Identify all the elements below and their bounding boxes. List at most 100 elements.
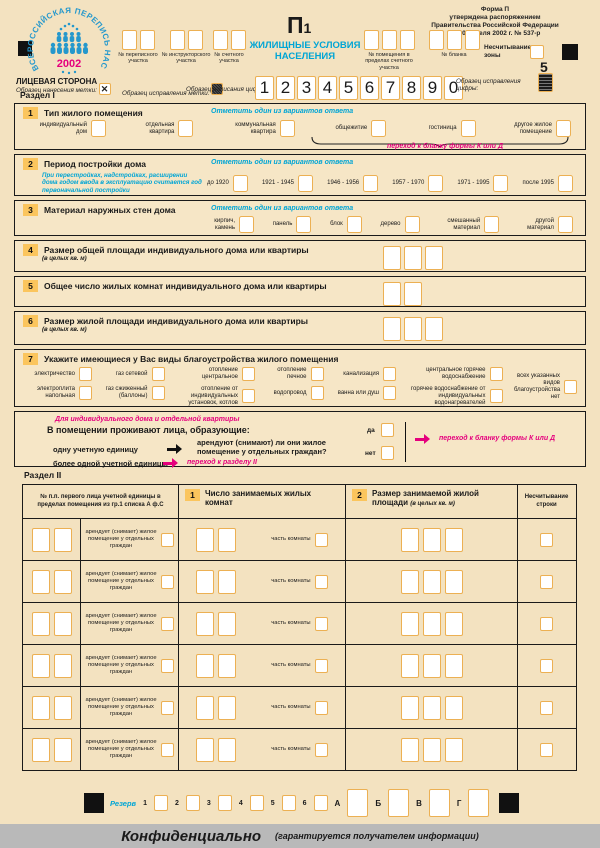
digit-box[interactable] bbox=[218, 653, 237, 678]
digit-box[interactable] bbox=[422, 653, 441, 678]
no-read-row-box[interactable] bbox=[540, 616, 553, 631]
checkbox[interactable] bbox=[232, 175, 248, 192]
checkbox[interactable] bbox=[161, 616, 174, 631]
checkbox[interactable] bbox=[493, 175, 509, 192]
digit-box[interactable] bbox=[400, 695, 419, 720]
no-read-zone-box[interactable] bbox=[530, 45, 544, 59]
digit-box[interactable] bbox=[53, 737, 72, 762]
reserve-box[interactable] bbox=[154, 795, 168, 811]
checkbox[interactable] bbox=[314, 574, 328, 589]
digit-box[interactable] bbox=[383, 282, 401, 306]
checkbox[interactable] bbox=[161, 742, 174, 757]
checkbox[interactable] bbox=[310, 386, 324, 400]
digit-box[interactable] bbox=[218, 527, 237, 552]
digit-box[interactable] bbox=[169, 30, 185, 50]
no-read-row-box[interactable] bbox=[540, 574, 553, 589]
digit-box[interactable] bbox=[196, 653, 215, 678]
checkbox[interactable] bbox=[161, 700, 174, 715]
checkbox[interactable] bbox=[161, 532, 174, 547]
checkbox[interactable] bbox=[489, 367, 503, 381]
digit-box[interactable] bbox=[464, 30, 480, 50]
no-read-row-box[interactable] bbox=[540, 742, 553, 757]
checkbox[interactable] bbox=[310, 367, 324, 381]
digit-box[interactable] bbox=[444, 569, 463, 594]
checkbox[interactable] bbox=[557, 175, 573, 192]
reserve-box[interactable] bbox=[185, 795, 200, 811]
digit-box[interactable] bbox=[444, 737, 463, 762]
checkbox[interactable] bbox=[363, 175, 379, 192]
checkbox[interactable] bbox=[178, 120, 194, 137]
digit-box[interactable] bbox=[422, 695, 441, 720]
checkbox[interactable] bbox=[239, 216, 254, 233]
checkbox[interactable] bbox=[383, 367, 396, 381]
no-read-row-box[interactable] bbox=[540, 532, 553, 547]
digit-box[interactable] bbox=[196, 737, 215, 762]
digit-box[interactable] bbox=[444, 695, 463, 720]
checkbox[interactable] bbox=[296, 216, 312, 233]
checkbox[interactable] bbox=[484, 216, 500, 233]
checkbox[interactable] bbox=[314, 532, 328, 547]
digit-box[interactable] bbox=[425, 246, 443, 270]
digit-box[interactable] bbox=[422, 527, 441, 552]
digit-box[interactable] bbox=[139, 30, 155, 50]
checkbox[interactable] bbox=[161, 574, 174, 589]
checkbox[interactable] bbox=[242, 367, 255, 381]
digit-box[interactable] bbox=[444, 527, 463, 552]
checkbox[interactable] bbox=[79, 386, 92, 400]
reserve-box[interactable] bbox=[468, 789, 490, 817]
checkbox[interactable] bbox=[242, 389, 255, 404]
digit-box[interactable] bbox=[53, 569, 72, 594]
digit-box[interactable] bbox=[383, 317, 401, 341]
digit-box[interactable] bbox=[399, 30, 415, 50]
digit-box[interactable] bbox=[31, 569, 50, 594]
reserve-box[interactable] bbox=[217, 795, 232, 811]
digit-box[interactable] bbox=[425, 317, 443, 341]
digit-box[interactable] bbox=[400, 527, 419, 552]
reserve-box[interactable] bbox=[347, 789, 369, 817]
checkbox[interactable] bbox=[557, 216, 573, 233]
checkbox[interactable] bbox=[346, 216, 362, 233]
reserve-box[interactable] bbox=[313, 795, 328, 811]
digit-box[interactable] bbox=[404, 246, 422, 270]
digit-box[interactable] bbox=[53, 611, 72, 636]
checkbox[interactable] bbox=[161, 658, 174, 673]
digit-box[interactable] bbox=[31, 695, 50, 720]
digit-box[interactable] bbox=[121, 30, 137, 50]
digit-box[interactable] bbox=[218, 569, 237, 594]
checkbox[interactable] bbox=[91, 120, 106, 137]
digit-box[interactable] bbox=[404, 317, 422, 341]
digit-box[interactable] bbox=[230, 30, 246, 50]
digit-box[interactable] bbox=[400, 737, 419, 762]
checkbox[interactable] bbox=[314, 616, 328, 631]
digit-box[interactable] bbox=[196, 569, 215, 594]
digit-box[interactable] bbox=[446, 30, 462, 50]
digit-box[interactable] bbox=[53, 695, 72, 720]
digit-box[interactable] bbox=[400, 611, 419, 636]
digit-box[interactable] bbox=[31, 653, 50, 678]
no-read-row-box[interactable] bbox=[540, 658, 553, 673]
checkbox[interactable] bbox=[460, 120, 476, 137]
checkbox[interactable] bbox=[564, 379, 577, 394]
digit-box[interactable] bbox=[400, 653, 419, 678]
digit-box[interactable] bbox=[31, 737, 50, 762]
yes-checkbox[interactable] bbox=[381, 423, 394, 437]
checkbox[interactable] bbox=[314, 742, 328, 757]
checkbox[interactable] bbox=[151, 367, 165, 381]
digit-box[interactable] bbox=[383, 246, 401, 270]
no-checkbox[interactable] bbox=[381, 446, 394, 460]
digit-box[interactable] bbox=[428, 30, 444, 50]
digit-box[interactable] bbox=[444, 653, 463, 678]
checkbox[interactable] bbox=[151, 386, 165, 400]
digit-box[interactable] bbox=[218, 611, 237, 636]
checkbox[interactable] bbox=[555, 120, 571, 137]
checkbox[interactable] bbox=[314, 700, 328, 715]
digit-box[interactable] bbox=[422, 737, 441, 762]
digit-box[interactable] bbox=[196, 611, 215, 636]
digit-box[interactable] bbox=[53, 527, 72, 552]
reserve-box[interactable] bbox=[428, 789, 450, 817]
checkbox[interactable] bbox=[279, 120, 295, 137]
digit-box[interactable] bbox=[400, 569, 419, 594]
reserve-box[interactable] bbox=[388, 789, 410, 817]
reserve-box[interactable] bbox=[249, 795, 264, 811]
checkbox[interactable] bbox=[298, 175, 313, 192]
